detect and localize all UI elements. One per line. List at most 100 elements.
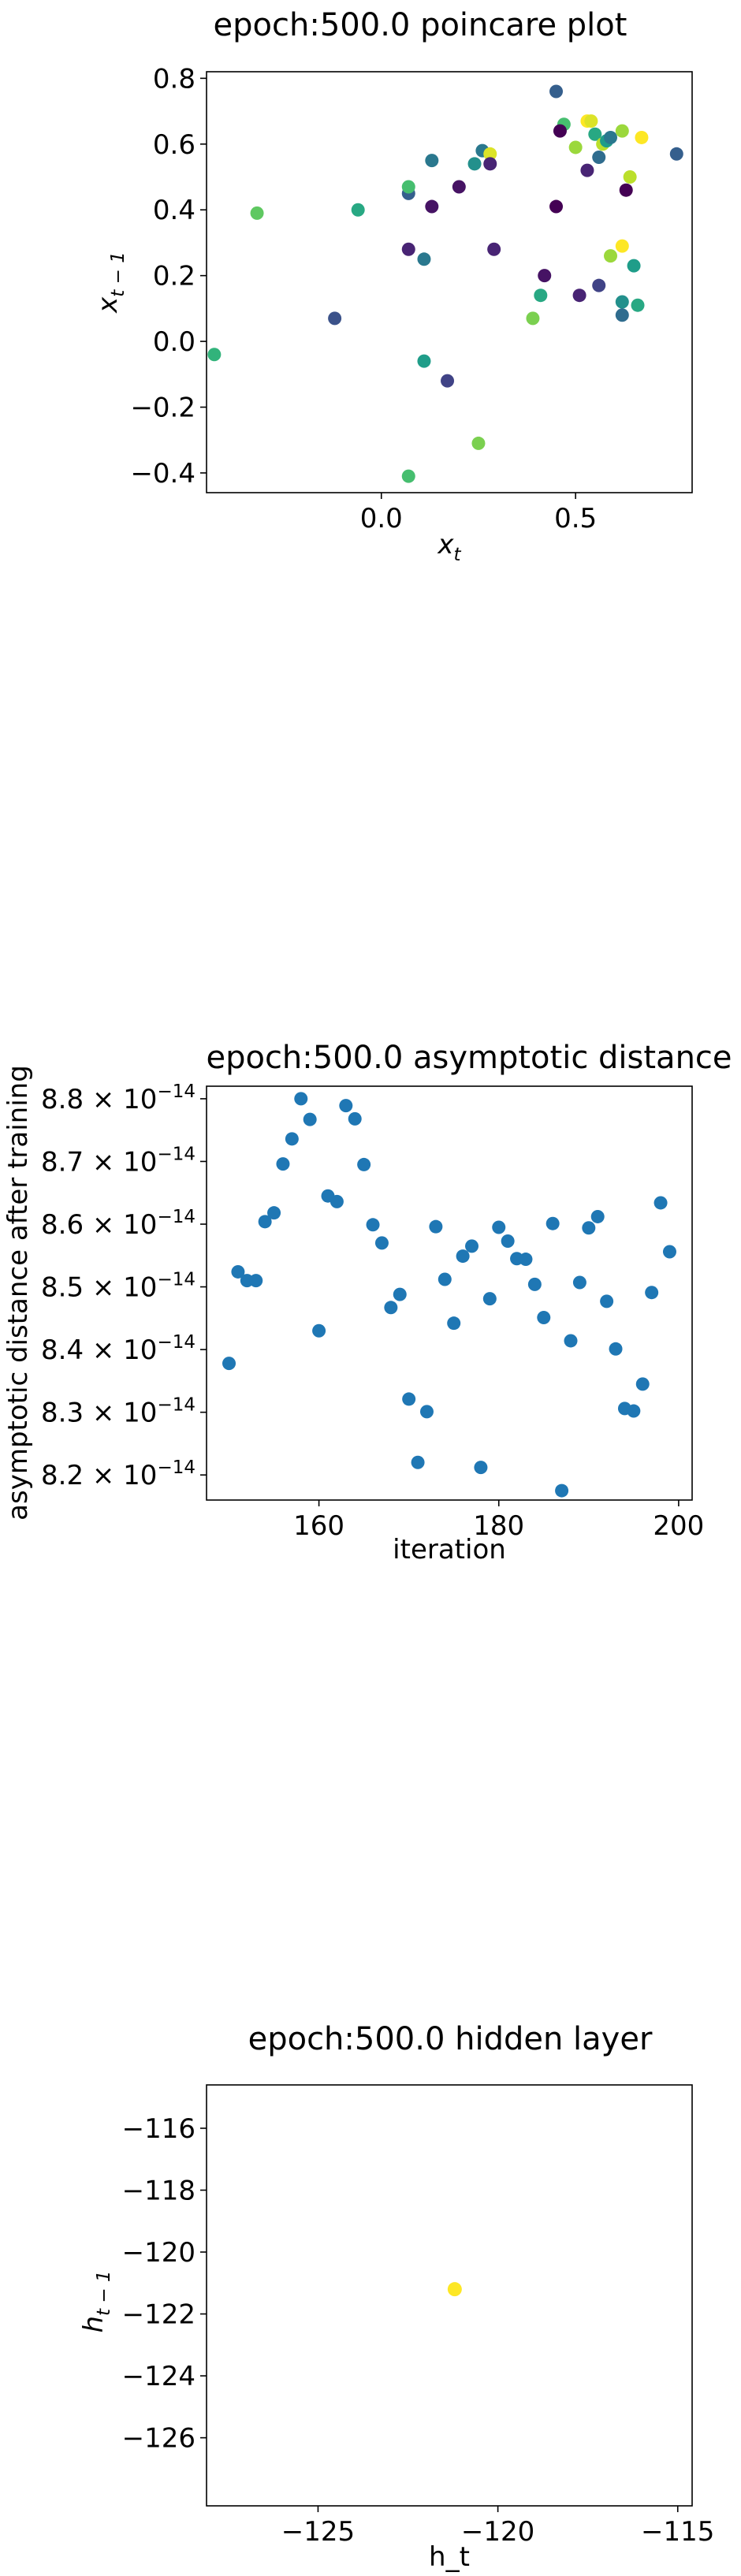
poincare-point: [568, 140, 583, 154]
poincare-plot-ytick-label: 0.2: [153, 261, 195, 292]
asymptotic-distance-point: [419, 1405, 434, 1419]
poincare-point: [627, 259, 641, 273]
asymptotic-distance-point: [635, 1377, 650, 1391]
hidden-layer-xtick-label: −115: [641, 2516, 714, 2548]
poincare-point: [549, 199, 564, 214]
asymptotic-distance-point: [519, 1253, 533, 1267]
asymptotic-distance-ytick-label: 8.8 × 10−14: [41, 1081, 195, 1115]
asymptotic-distance-frame: [206, 1085, 693, 1501]
poincare-plot-ytick-label: 0.4: [153, 195, 195, 226]
poincare-point: [615, 124, 629, 138]
poincare-point: [487, 242, 501, 256]
asymptotic-distance-ytick-label: 8.5 × 10−14: [41, 1270, 195, 1304]
asymptotic-distance-xtick-label: 200: [653, 1510, 704, 1542]
poincare-plot-frame: [206, 71, 693, 493]
asymptotic-distance-points: [222, 1092, 676, 1498]
poincare-point: [619, 183, 633, 197]
poincare-point: [526, 311, 540, 326]
hidden-layer-xticks: −125 −120 −115: [281, 2506, 714, 2548]
poincare-point: [592, 278, 606, 292]
asymptotic-distance-point: [546, 1216, 560, 1230]
asymptotic-distance-point: [537, 1311, 551, 1325]
poincare-point: [592, 150, 606, 164]
asymptotic-distance-point: [267, 1206, 281, 1220]
asymptotic-distance-point: [393, 1287, 407, 1301]
poincare-point: [669, 147, 683, 161]
asymptotic-distance-ylabel: asymptotic distance after training: [2, 1065, 34, 1521]
asymptotic-distance-point: [231, 1264, 245, 1279]
asymptotic-distance-point: [482, 1292, 497, 1306]
poincare-point: [483, 147, 497, 161]
asymptotic-distance-point: [609, 1342, 623, 1356]
asymptotic-distance-point: [555, 1483, 569, 1498]
poincare-plot-points: [207, 84, 683, 483]
asymptotic-distance-point: [572, 1275, 586, 1290]
hidden-layer-ytick-label: −122: [122, 2299, 195, 2331]
asymptotic-distance-point: [366, 1218, 380, 1232]
asymptotic-distance-point: [285, 1132, 299, 1146]
poincare-plot-ytick-label: −0.4: [130, 458, 195, 490]
asymptotic-distance-point: [384, 1301, 398, 1315]
poincare-point: [401, 242, 415, 256]
asymptotic-distance-ytick-label: 8.7 × 10−14: [41, 1144, 195, 1178]
asymptotic-distance-point: [582, 1221, 596, 1235]
asymptotic-distance-point: [258, 1215, 272, 1229]
poincare-point: [572, 288, 586, 303]
poincare-point: [615, 295, 629, 309]
asymptotic-distance-point: [303, 1112, 317, 1126]
poincare-plot-xlabel: xt: [437, 529, 461, 565]
poincare-plot-ytick-label: 0.0: [153, 326, 195, 358]
poincare-point: [425, 154, 439, 168]
poincare-point: [401, 180, 415, 194]
hidden-layer-ytick-label: −124: [122, 2361, 195, 2392]
hidden-layer-xtick-label: −125: [281, 2516, 355, 2548]
asymptotic-distance-point: [374, 1236, 389, 1250]
poincare-point: [604, 249, 618, 263]
asymptotic-distance-point: [645, 1286, 659, 1300]
poincare-point: [425, 199, 439, 214]
hidden-layer-xlabel: h_t: [429, 2541, 470, 2573]
hidden-layer-ytick-label: −116: [122, 2113, 195, 2145]
asymptotic-distance-point: [456, 1249, 470, 1264]
asymptotic-distance-yticks: 8.2 × 10−14 8.3 × 10−14 8.4 × 10−14 8.5 × 1…: [41, 1081, 207, 1491]
asymptotic-distance-point: [222, 1357, 236, 1371]
asymptotic-distance-point: [492, 1220, 506, 1234]
poincare-plot-ytick-label: 0.6: [153, 129, 195, 161]
hidden-layer-ytick-label: −118: [122, 2176, 195, 2207]
asymptotic-distance-point: [501, 1234, 515, 1248]
asymptotic-distance-xtick-label: 180: [473, 1510, 524, 1542]
poincare-point: [534, 288, 548, 303]
hidden-layer-frame: [206, 2084, 693, 2507]
asymptotic-distance-point: [339, 1099, 353, 1113]
poincare-plot-xtick-label: 0.5: [554, 503, 597, 534]
poincare-point: [584, 114, 598, 128]
asymptotic-distance-xticks: 160 180 200: [293, 1500, 704, 1542]
asymptotic-distance-point: [294, 1092, 308, 1106]
asymptotic-distance-point: [330, 1194, 344, 1208]
poincare-plot-ytick-label: −0.2: [130, 393, 195, 424]
asymptotic-distance-point: [474, 1461, 488, 1475]
hidden-layer-ylabel: ht − 1: [78, 2270, 114, 2332]
poincare-point: [553, 124, 567, 138]
poincare-plot-xtick-label: 0.0: [360, 503, 403, 534]
poincare-point: [588, 127, 602, 141]
asymptotic-distance-point: [411, 1455, 425, 1469]
poincare-point: [467, 157, 482, 171]
hidden-layer-xtick-label: −120: [461, 2516, 534, 2548]
hidden-layer-title: epoch:500.0 hidden layer: [248, 2021, 653, 2057]
asymptotic-distance-title: epoch:500.0 asymptotic distance: [206, 1040, 732, 1076]
poincare-point: [615, 308, 629, 322]
asymptotic-distance-point: [249, 1274, 263, 1288]
poincare-point: [417, 252, 431, 266]
poincare-point: [250, 206, 264, 220]
poincare-plot-xticks: 0.0 0.5: [360, 493, 597, 534]
asymptotic-distance-point: [600, 1294, 614, 1308]
asymptotic-distance-point: [429, 1219, 443, 1234]
asymptotic-distance-ytick-label: 8.2 × 10−14: [41, 1457, 195, 1491]
poincare-point: [549, 84, 564, 99]
asymptotic-distance-point: [590, 1209, 605, 1223]
asymptotic-distance-ytick-label: 8.3 × 10−14: [41, 1395, 195, 1429]
asymptotic-distance-point: [653, 1196, 668, 1210]
poincare-point: [452, 180, 466, 194]
poincare-point: [580, 163, 594, 177]
